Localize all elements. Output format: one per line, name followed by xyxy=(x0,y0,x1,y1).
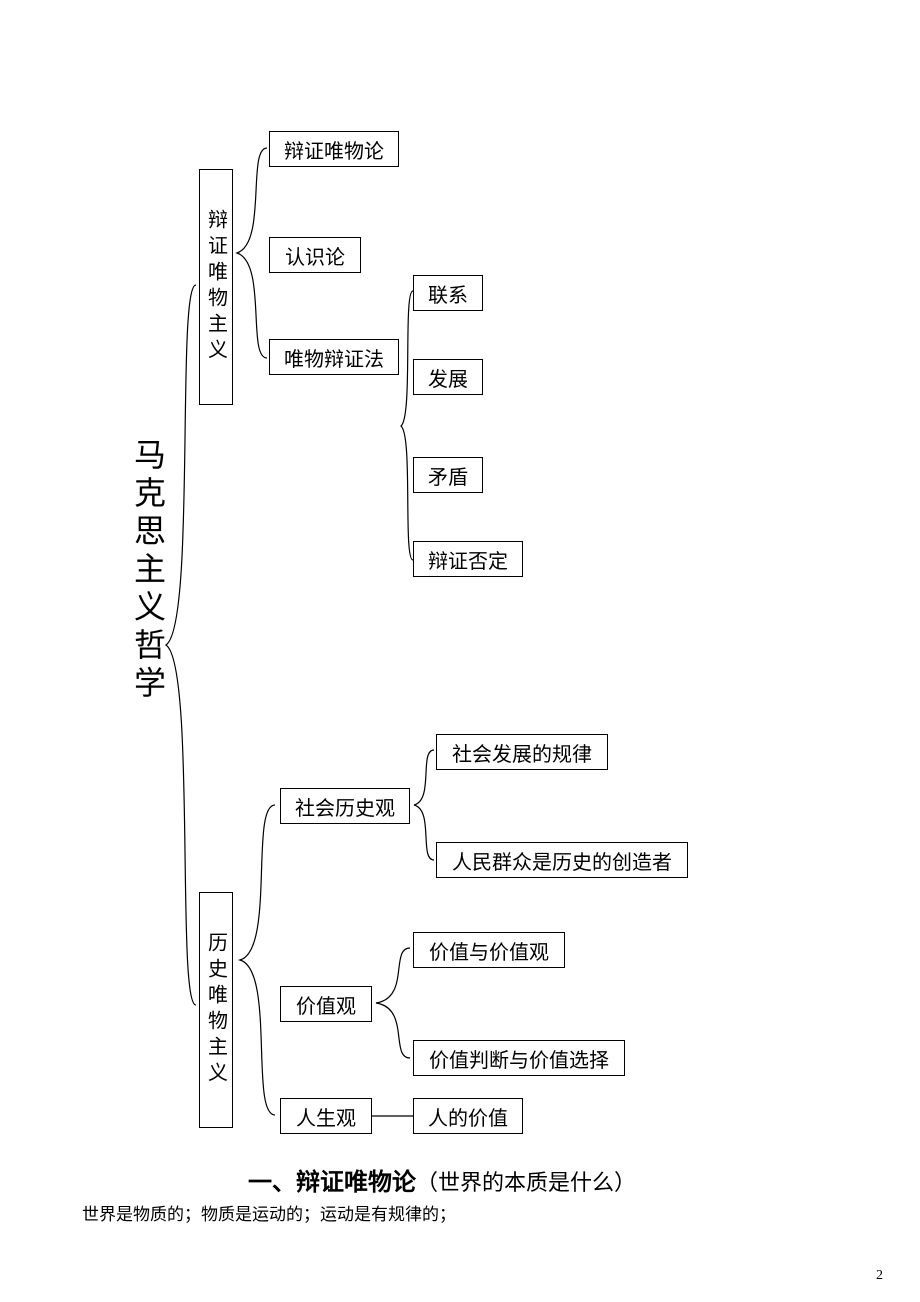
heading-prefix: 一、辩证唯物论 xyxy=(248,1170,416,1196)
section-heading: 一、辩证唯物论（世界的本质是什么） xyxy=(248,1162,636,1197)
leaf-negation: 辩证否定 xyxy=(413,541,523,577)
leaf-value-view: 价值与价值观 xyxy=(413,932,565,968)
leaf-value-judgment: 价值判断与价值选择 xyxy=(413,1040,625,1076)
node-l2f: 人生观 xyxy=(280,1098,372,1134)
node-l2a: 辩证唯物论 xyxy=(269,131,399,167)
leaf-people-creator: 人民群众是历史的创造者 xyxy=(436,842,688,878)
root-label: 马克思主义哲学 xyxy=(125,438,171,704)
node-level1-dialectical-materialism: 辩证唯物主义 xyxy=(199,169,233,405)
leaf-human-value: 人的价值 xyxy=(413,1098,523,1134)
node-l2e: 价值观 xyxy=(280,986,372,1022)
node-l2c: 唯物辩证法 xyxy=(269,339,399,375)
leaf-contradiction: 矛盾 xyxy=(413,457,483,493)
page-number: 2 xyxy=(876,1268,883,1284)
leaf-development: 发展 xyxy=(413,359,483,395)
node-l2b: 认识论 xyxy=(269,237,361,273)
heading-suffix: （世界的本质是什么） xyxy=(416,1170,636,1195)
leaf-social-law: 社会发展的规律 xyxy=(436,734,608,770)
body-text: 世界是物质的；物质是运动的；运动是有规律的； xyxy=(82,1200,456,1225)
leaf-connection: 联系 xyxy=(413,275,483,311)
node-l2d: 社会历史观 xyxy=(280,788,410,824)
node-level1-historical-materialism: 历史唯物主义 xyxy=(199,892,233,1128)
